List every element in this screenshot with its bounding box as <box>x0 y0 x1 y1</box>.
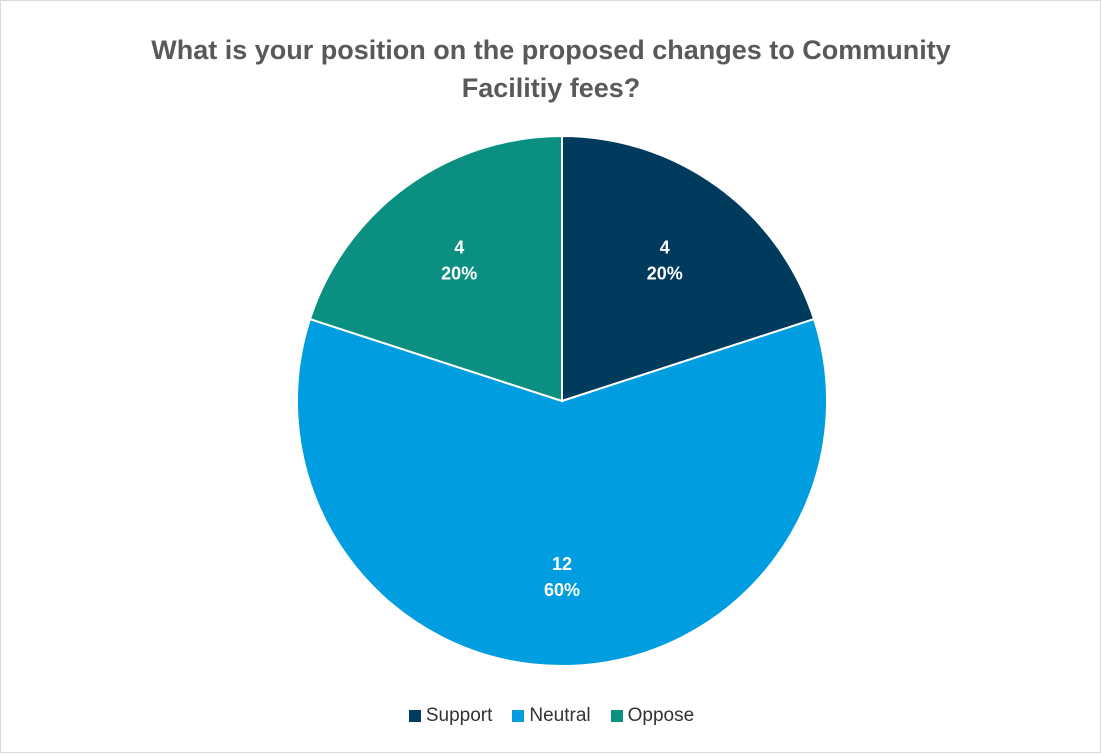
pie-slice-support <box>561 134 816 403</box>
data-label-value-support: 4 <box>660 238 670 258</box>
legend-swatch-support <box>408 710 421 722</box>
data-label-value-oppose: 4 <box>454 238 464 258</box>
data-label-value-neutral: 12 <box>552 554 572 574</box>
data-label-percent-neutral: 60% <box>544 580 580 600</box>
data-label-percent-support: 20% <box>647 264 683 284</box>
pie-slice-oppose <box>308 134 563 403</box>
chart-title: What is your position on the proposed ch… <box>151 35 951 103</box>
legend-label-neutral: Neutral <box>529 705 591 726</box>
legend-swatch-oppose <box>610 710 623 722</box>
legend-item-oppose: Oppose <box>610 705 695 727</box>
pie-slice-neutral <box>296 317 828 668</box>
legend-item-support: Support <box>408 705 493 727</box>
legend-item-neutral: Neutral <box>512 705 591 727</box>
legend-label-oppose: Oppose <box>627 705 695 726</box>
legend-swatch-neutral <box>512 710 525 722</box>
legend: Support Neutral Oppose <box>1 705 1101 727</box>
legend-label-support: Support <box>425 705 493 726</box>
data-label-percent-oppose: 20% <box>441 264 477 284</box>
